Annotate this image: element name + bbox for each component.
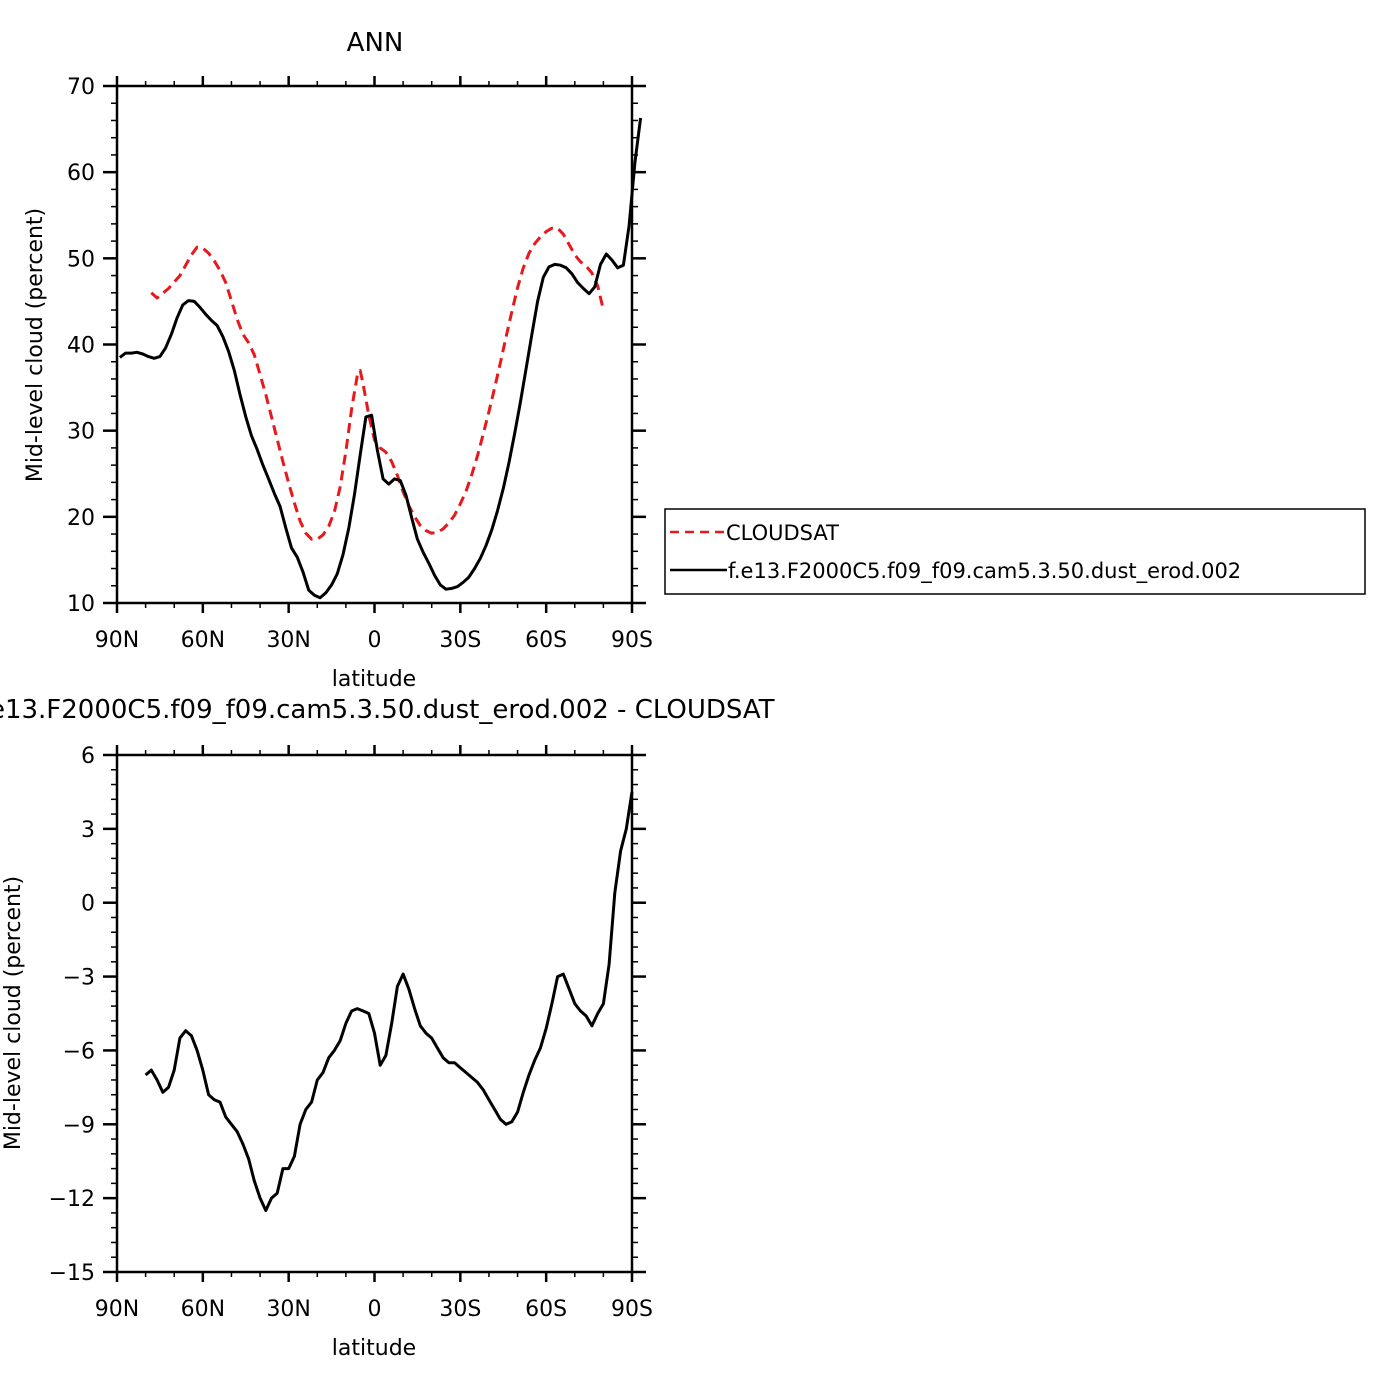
top-panel-y-tick-label: 30 (67, 420, 95, 445)
bottom-panel-x-tick-label: 60S (525, 1297, 567, 1322)
legend: CLOUDSAT f.e13.F2000C5.f09_f09.cam5.3.50… (664, 508, 1366, 595)
bottom-panel-y-tick-label: 0 (81, 892, 95, 917)
top-panel-y-tick-label: 60 (67, 161, 95, 186)
top-panel-series-line-1 (118, 117, 643, 600)
top-panel-x-tick-label: 60S (525, 628, 567, 653)
bottom-panel-frame (115, 753, 634, 1274)
top-panel-lines (118, 117, 643, 600)
bottom-panel-y-tick-label: −12 (49, 1187, 95, 1212)
bottom-panel-y-tick-label: −3 (63, 966, 95, 991)
bottom-panel-series-line-0 (144, 791, 634, 1212)
top-panel-title: ANN (347, 28, 404, 58)
bottom-panel-y-tick-label: −9 (63, 1113, 95, 1138)
bottom-panel-x-tick-label: 30N (266, 1297, 310, 1322)
bottom-panel-lines (144, 791, 634, 1212)
top-panel-xlabel: latitude (332, 667, 416, 692)
top-panel-frame (115, 84, 634, 605)
top-panel-y-tick-label: 50 (67, 247, 95, 272)
bottom-panel-y-tick-label: 3 (81, 818, 95, 843)
top-panel-x-tick-label: 60N (181, 628, 225, 653)
top-panel-ylabel: Mid-level cloud (percent) (23, 208, 48, 482)
top-panel-x-tick-label: 30S (439, 628, 481, 653)
top-panel-series-line-0 (150, 226, 605, 541)
bottom-panel-y-tick-label: −15 (49, 1261, 95, 1286)
bottom-panel-x-tick-label: 90N (95, 1297, 139, 1322)
bottom-panel-xlabel: latitude (332, 1336, 416, 1361)
top-panel-ticks: 90N 60N 30N 0 30S 60S 90S 10 20 30 40 50 60 70 (67, 75, 653, 653)
top-panel-x-tick-label: 30N (266, 628, 310, 653)
bottom-panel-title: f.e13.F2000C5.f09_f09.cam5.3.50.dust_ero… (0, 695, 775, 725)
top-panel-y-tick-label: 70 (67, 75, 95, 100)
bottom-panel-x-tick-label: 60N (181, 1297, 225, 1322)
bottom-panel-x-tick-label: 30S (439, 1297, 481, 1322)
top-panel-y-tick-label: 40 (67, 334, 95, 359)
bottom-panel-ylabel: Mid-level cloud (percent) (1, 876, 26, 1150)
legend-label-model: f.e13.F2000C5.f09_f09.cam5.3.50.dust_ero… (728, 559, 1241, 584)
bottom-panel: f.e13.F2000C5.f09_f09.cam5.3.50.dust_ero… (0, 695, 775, 1361)
bottom-panel-x-tick-label: 90S (611, 1297, 653, 1322)
legend-box (664, 508, 1366, 595)
top-panel-x-tick-label: 0 (368, 628, 382, 653)
bottom-panel-y-tick-label: −6 (63, 1039, 95, 1064)
legend-label-cloudsat: CLOUDSAT (726, 521, 839, 545)
top-panel-y-tick-label: 10 (67, 592, 95, 617)
bottom-panel-ticks: 90N 60N 30N 0 30S 60S 90S −15 −12 −9 −6 −3 0 3 6 (49, 744, 653, 1322)
top-panel-x-tick-label: 90S (611, 628, 653, 653)
bottom-panel-x-tick-label: 0 (368, 1297, 382, 1322)
bottom-panel-y-tick-label: 6 (81, 744, 95, 769)
top-panel-y-tick-label: 20 (67, 506, 95, 531)
top-panel-x-tick-label: 90N (95, 628, 139, 653)
top-panel: ANN 90N 60N 30N 0 30S 60S 90S 10 20 30 40 50 60 70 la… (23, 28, 653, 692)
